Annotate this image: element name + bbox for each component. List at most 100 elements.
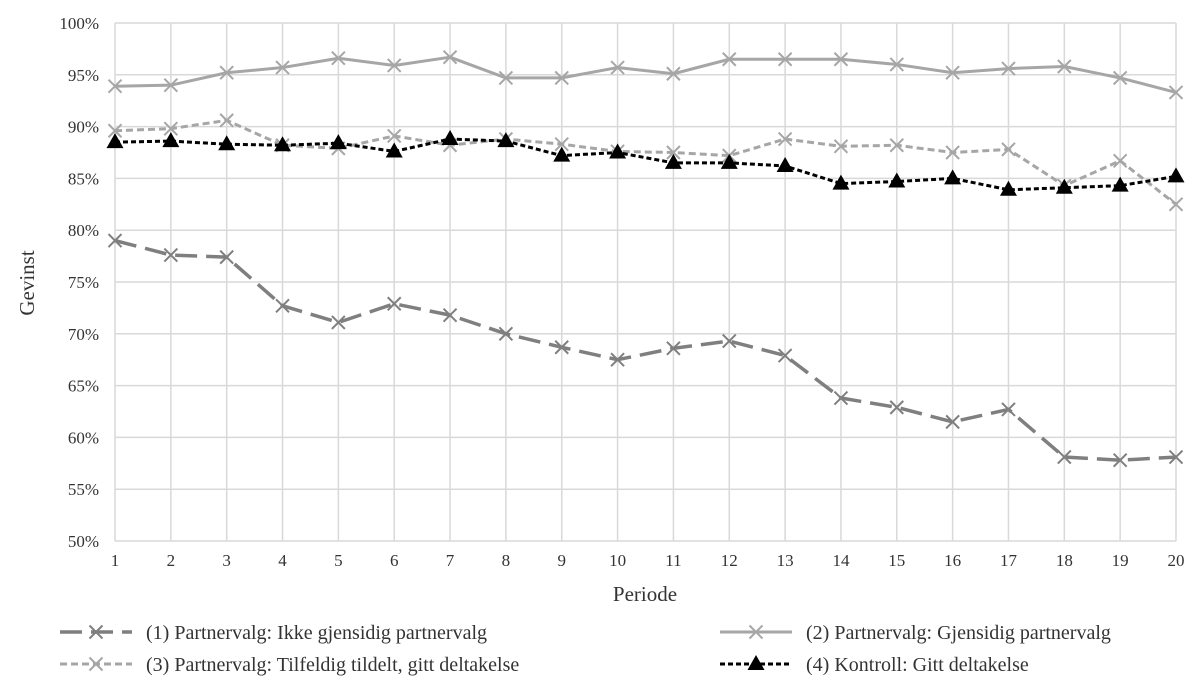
series-2-point bbox=[275, 60, 290, 75]
x-tick-label: 12 bbox=[721, 551, 738, 570]
x-tick-label: 4 bbox=[278, 551, 287, 570]
series-1-line bbox=[114, 238, 1177, 462]
x-tick-label: 19 bbox=[1112, 551, 1129, 570]
series-1-point bbox=[442, 307, 458, 323]
series-3-point bbox=[163, 121, 179, 136]
y-tick-label: 100% bbox=[59, 14, 99, 33]
y-tick-label: 95% bbox=[68, 66, 99, 85]
series-3-point bbox=[1001, 142, 1016, 157]
x-tick-label: 3 bbox=[222, 551, 231, 570]
series-4-line bbox=[114, 137, 1177, 192]
legend-label: (4) Kontroll: Gitt deltakelse bbox=[806, 654, 1029, 676]
series-1 bbox=[107, 233, 1184, 468]
y-tick-label: 50% bbox=[68, 532, 99, 551]
series-4-point bbox=[1111, 176, 1129, 192]
legend-label: (2) Partnervalg: Gjensidig partnervalg bbox=[806, 622, 1111, 644]
y-tick-label: 70% bbox=[68, 325, 99, 344]
series-3-point bbox=[107, 123, 123, 138]
series-2-point bbox=[498, 70, 514, 86]
series-2-point bbox=[331, 51, 346, 66]
x-axis-title: Periode bbox=[613, 582, 677, 606]
x-tick-label: 10 bbox=[609, 551, 626, 570]
legend-item-1: (1) Partnervalg: Ikke gjensidig partnerv… bbox=[60, 622, 487, 644]
x-tick-label: 11 bbox=[665, 551, 681, 570]
series-3-point bbox=[554, 137, 569, 152]
y-tick-label: 85% bbox=[68, 169, 99, 188]
series-2-point bbox=[889, 57, 904, 72]
series-3 bbox=[107, 113, 1184, 212]
series-1-point bbox=[107, 233, 123, 248]
series-2-line bbox=[114, 55, 1177, 94]
series-3-point bbox=[219, 113, 234, 128]
legend: (1) Partnervalg: Ikke gjensidig partnerv… bbox=[60, 622, 1111, 676]
y-tick-label: 65% bbox=[68, 377, 99, 396]
series-1-point bbox=[777, 348, 793, 363]
x-tick-label: 8 bbox=[502, 551, 511, 570]
series-1-point bbox=[889, 400, 904, 415]
series-1-point bbox=[666, 341, 681, 356]
x-tick-label: 17 bbox=[1000, 551, 1018, 570]
x-axis-ticks: 1 2 3 4 5 6 7 8 9 10 11 12 13 14 15 16 17 18 19 20 bbox=[111, 551, 1185, 570]
series-2-point bbox=[219, 65, 234, 80]
series-1-point bbox=[275, 298, 290, 314]
x-tick-label: 16 bbox=[944, 551, 961, 570]
legend-swatch-marker bbox=[748, 624, 764, 640]
series-4-point bbox=[329, 134, 347, 150]
y-tick-label: 80% bbox=[68, 221, 99, 240]
series-group bbox=[106, 49, 1185, 468]
series-3-point bbox=[777, 131, 793, 147]
series-4-point bbox=[944, 169, 962, 185]
series-4-point bbox=[1167, 167, 1185, 183]
series-1-point bbox=[722, 333, 737, 349]
series-2 bbox=[107, 49, 1184, 100]
y-tick-label: 60% bbox=[68, 428, 99, 447]
series-1-point bbox=[833, 390, 849, 406]
series-2-point bbox=[442, 49, 458, 65]
series-4 bbox=[106, 130, 1185, 196]
series-3-point bbox=[889, 138, 904, 153]
legend-item-4: (4) Kontroll: Gitt deltakelse bbox=[720, 654, 1029, 676]
series-2-point bbox=[1112, 70, 1128, 86]
series-3-point bbox=[833, 139, 849, 154]
x-tick-label: 18 bbox=[1056, 551, 1073, 570]
series-3-point bbox=[666, 145, 681, 160]
series-4-point bbox=[553, 146, 571, 162]
x-tick-label: 14 bbox=[832, 551, 850, 570]
series-1-point bbox=[498, 326, 514, 342]
series-1-point bbox=[554, 340, 569, 355]
series-4-point bbox=[441, 130, 459, 146]
series-4-point bbox=[999, 180, 1017, 196]
series-3-point bbox=[387, 128, 402, 144]
series-1-point bbox=[331, 315, 346, 330]
series-4-point bbox=[497, 132, 515, 148]
series-1-point bbox=[610, 352, 625, 367]
series-3-point bbox=[1168, 197, 1184, 212]
series-2-point bbox=[1168, 85, 1184, 100]
series-2-point bbox=[554, 70, 569, 86]
series-1-point bbox=[387, 296, 402, 311]
legend-item-3: (3) Partnervalg: Tilfeldig tildelt, gitt… bbox=[60, 654, 519, 676]
y-axis-title: Gevinst bbox=[15, 250, 39, 315]
x-tick-label: 9 bbox=[557, 551, 566, 570]
y-axis-ticks: 50% 55% 60% 65% 70% 75% 80% 85% 90% 95% 100% bbox=[59, 14, 99, 551]
series-1-point bbox=[945, 414, 960, 430]
series-3-line bbox=[114, 118, 1177, 206]
series-1-point bbox=[1168, 449, 1184, 465]
grid bbox=[114, 22, 1177, 542]
x-tick-label: 1 bbox=[111, 551, 120, 570]
series-3-point bbox=[945, 145, 960, 160]
legend-swatch-marker bbox=[747, 655, 765, 670]
y-tick-label: 90% bbox=[68, 118, 99, 137]
series-4-point bbox=[720, 153, 738, 169]
series-2-point bbox=[722, 52, 737, 67]
series-2-point bbox=[666, 66, 681, 81]
series-4-point bbox=[274, 136, 292, 152]
x-tick-label: 2 bbox=[167, 551, 176, 570]
series-1-point bbox=[219, 249, 234, 265]
legend-item-2: (2) Partnervalg: Gjensidig partnervalg bbox=[720, 622, 1111, 644]
series-4-point bbox=[162, 132, 180, 148]
x-tick-label: 20 bbox=[1168, 551, 1185, 570]
series-1-point bbox=[1112, 452, 1128, 468]
legend-swatch-marker bbox=[88, 656, 104, 672]
y-tick-label: 55% bbox=[68, 480, 99, 499]
